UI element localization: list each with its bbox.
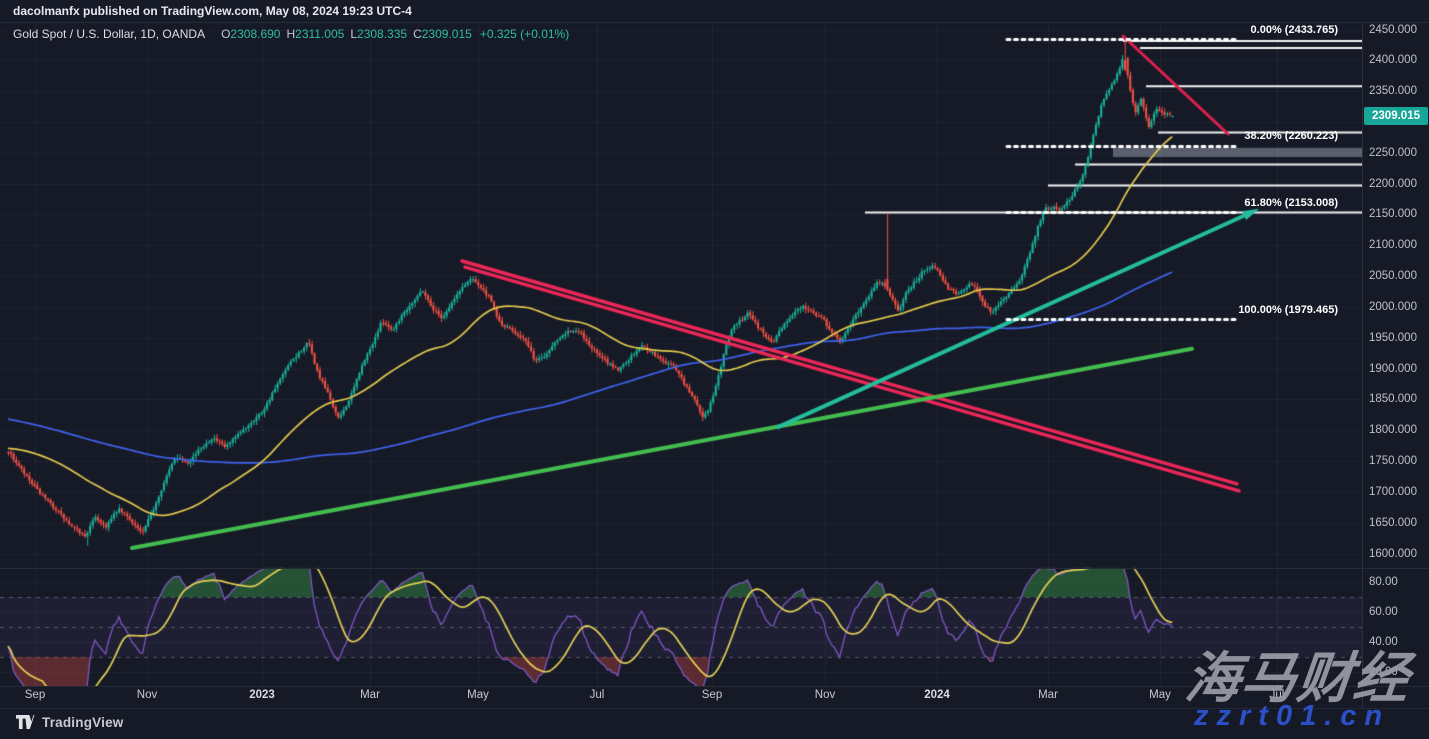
chart-main: Gold Spot / U.S. Dollar, 1D, OANDA O2308.… xyxy=(0,22,1429,708)
publish-text: dacolmanfx published on TradingView.com,… xyxy=(13,4,412,18)
close-value: 2309.015 xyxy=(421,27,472,41)
price-axis-label: 2050.000 xyxy=(1369,270,1417,283)
fib-level-label: 100.00% (1979.465) xyxy=(1238,303,1338,316)
price-axis-label: 1700.000 xyxy=(1369,485,1417,498)
rsi-axis-label: 20.00 xyxy=(1369,666,1398,678)
time-axis[interactable]: Sep Nov 2023 Mar May Jul Sep Nov 2024 Mar May Jul xyxy=(0,686,1362,708)
publish-header: dacolmanfx published on TradingView.com,… xyxy=(0,0,1429,23)
price-axis-label: 1950.000 xyxy=(1369,331,1417,344)
time-axis-label: Jul xyxy=(1269,689,1285,701)
low-value: 2308.335 xyxy=(357,27,408,41)
open-label: O xyxy=(221,27,231,41)
change-value: +0.325 (+0.01%) xyxy=(479,27,570,41)
time-axis-label: Mar xyxy=(1038,689,1058,701)
price-axis-label: 2000.000 xyxy=(1369,300,1417,313)
time-axis-label: Sep xyxy=(701,689,723,701)
price-axis-label: 2450.000 xyxy=(1369,23,1417,36)
price-axis-label: 2100.000 xyxy=(1369,239,1417,252)
price-axis-label: 1850.000 xyxy=(1369,393,1417,406)
rsi-axis-label: 60.00 xyxy=(1369,606,1398,618)
time-axis-label: Nov xyxy=(136,689,158,701)
price-axis-label: 1800.000 xyxy=(1369,424,1417,437)
last-price-badge: 2309.015 xyxy=(1364,107,1428,126)
fib-level-label: 0.00% (2433.765) xyxy=(1250,23,1338,36)
high-label: H xyxy=(286,27,296,41)
price-rsi-chart-canvas[interactable] xyxy=(0,22,1362,686)
time-axis-label: May xyxy=(467,689,489,701)
rsi-axis-label: 40.00 xyxy=(1369,636,1398,648)
price-axis[interactable]: 2309.015 2450.0002400.0002350.0002300.00… xyxy=(1362,22,1429,708)
price-axis-label: 2250.000 xyxy=(1369,146,1417,159)
price-axis-label: 2350.000 xyxy=(1369,85,1417,98)
symbol-title: Gold Spot / U.S. Dollar, 1D, OANDA xyxy=(13,27,206,41)
price-axis-label: 1900.000 xyxy=(1369,362,1417,375)
tradingview-brand[interactable]: TradingView xyxy=(16,715,123,730)
time-axis-label: May xyxy=(1149,689,1171,701)
time-axis-label: Jul xyxy=(589,689,605,701)
time-axis-label: 2023 xyxy=(249,689,275,701)
watermark-url: zzrt01.cn xyxy=(1194,700,1391,732)
pane-separator[interactable] xyxy=(0,568,1429,569)
time-axis-label: Nov xyxy=(814,689,836,701)
brand-name: TradingView xyxy=(42,715,124,730)
time-axis-label: Mar xyxy=(360,689,380,701)
price-axis-label: 2150.000 xyxy=(1369,208,1417,221)
symbol-ohlc-row[interactable]: Gold Spot / U.S. Dollar, 1D, OANDA O2308.… xyxy=(13,27,569,41)
footer-bar: TradingView xyxy=(0,708,1429,739)
fib-level-label: 61.80% (2153.008) xyxy=(1244,196,1338,209)
price-axis-label: 1650.000 xyxy=(1369,516,1417,529)
rsi-axis-label: 80.00 xyxy=(1369,576,1398,588)
open-value: 2308.690 xyxy=(230,27,281,41)
close-label: C xyxy=(413,27,422,41)
time-axis-separator xyxy=(0,686,1429,687)
time-axis-label: 2024 xyxy=(924,689,950,701)
price-axis-label: 2400.000 xyxy=(1369,54,1417,67)
fib-level-label: 38.20% (2260.223) xyxy=(1244,130,1338,143)
tradingview-logo-icon xyxy=(16,715,35,729)
price-axis-label: 1750.000 xyxy=(1369,455,1417,468)
high-value: 2311.005 xyxy=(295,27,345,41)
time-axis-label: Sep xyxy=(24,689,46,701)
price-axis-label: 2200.000 xyxy=(1369,177,1417,190)
low-label: L xyxy=(350,27,358,41)
price-axis-label: 1600.000 xyxy=(1369,547,1417,560)
